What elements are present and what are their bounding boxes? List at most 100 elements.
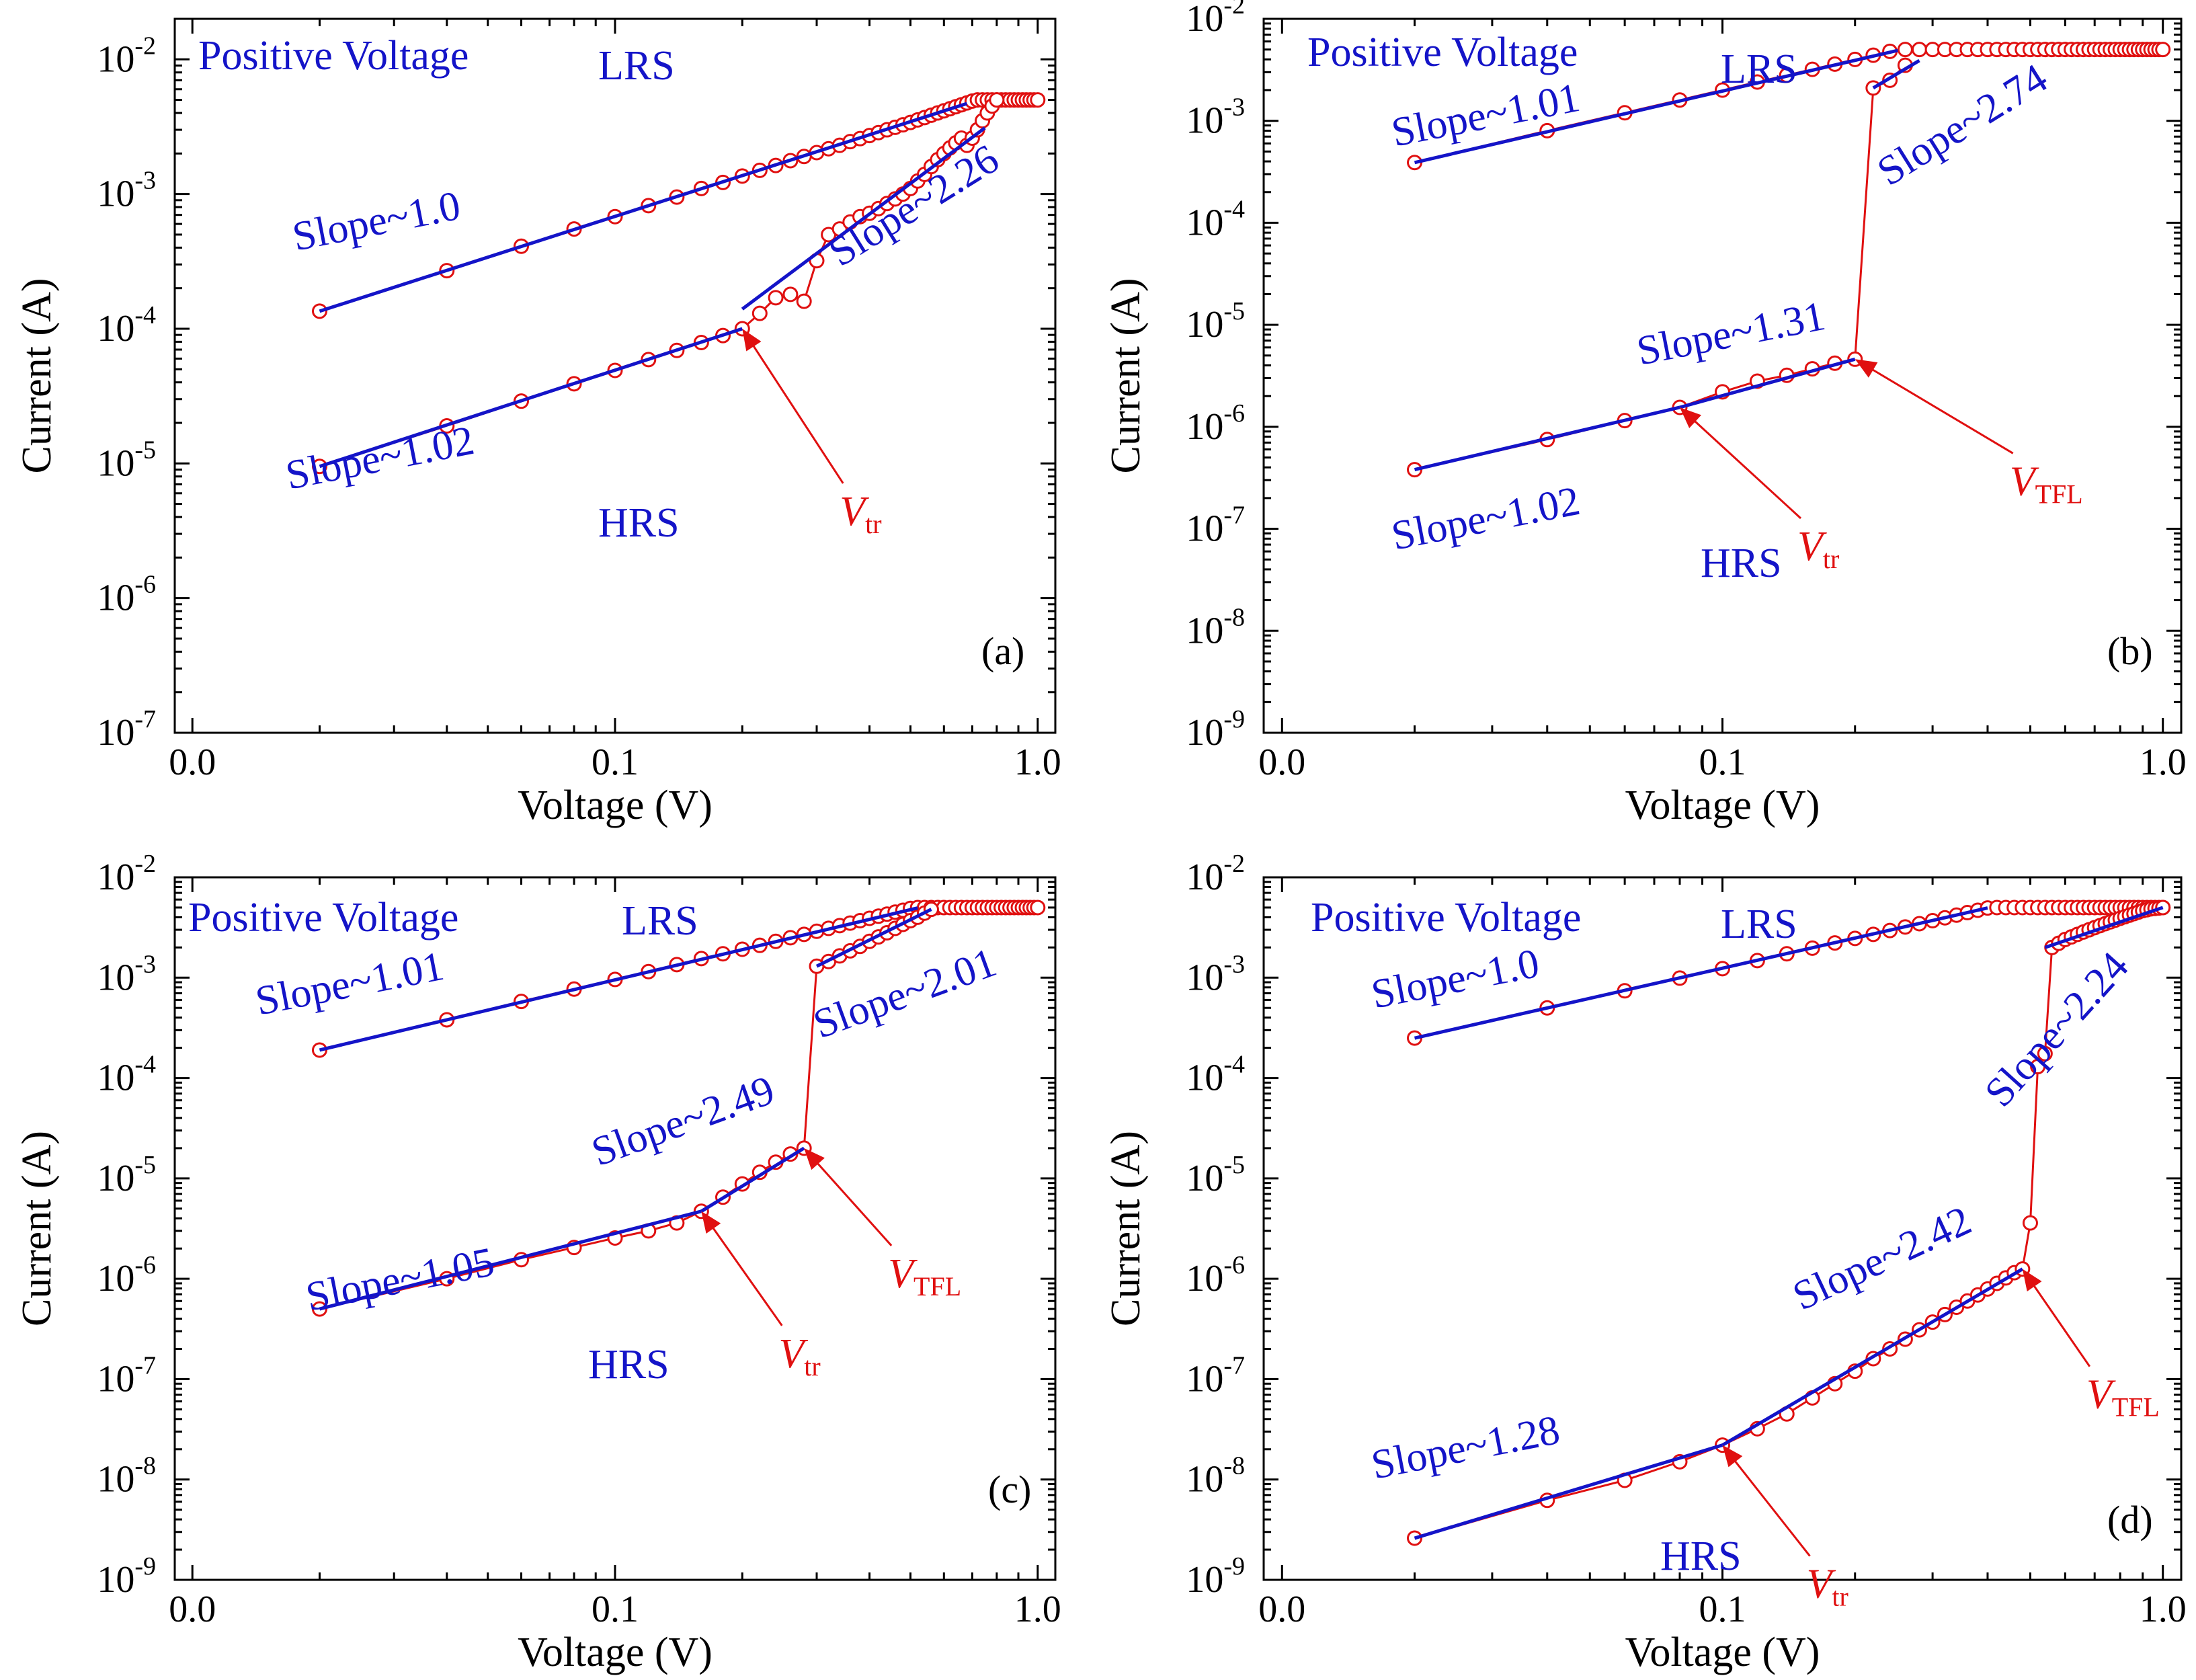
slope-label: Slope~1.01	[1388, 75, 1584, 156]
fit-line	[1414, 48, 1898, 165]
fit-line	[2044, 906, 2164, 949]
chart-panel-4: 10-9 10-8 10-7 10-6 10-5 10-4 10-3 10-2 0.0 0.1 1.…	[1103, 850, 2187, 1675]
chart-panel-3: 10-9 10-8 10-7 10-6 10-5 10-4 10-3 10-2 0.0 0.1 1.…	[14, 850, 1061, 1675]
voltage-annotation: Vtr	[778, 1331, 820, 1382]
fit-line	[1721, 1267, 2024, 1447]
slope-label: Slope~1.0	[1368, 941, 1543, 1018]
y-axis-title: Current (A)	[1103, 278, 1149, 474]
fit-line	[319, 102, 968, 313]
annotation-arrow	[810, 1155, 893, 1246]
y-tick-label: 10-8	[97, 1452, 156, 1501]
y-tick-label: 10-2	[97, 32, 156, 80]
x-tick-label: 1.0	[1014, 1589, 1061, 1630]
arrow-head-icon	[804, 1148, 825, 1170]
hrs-label: HRS	[588, 1342, 669, 1388]
slope-label: Slope~2.49	[586, 1067, 780, 1175]
annotation-arrow	[747, 337, 844, 484]
y-tick-label: 10-4	[1186, 195, 1245, 243]
x-axis-title: Voltage (V)	[1625, 1630, 1820, 1675]
y-tick-label: 10-8	[1186, 603, 1245, 651]
fit-line	[1414, 405, 1680, 472]
lrs-label: LRS	[598, 43, 675, 89]
y-tick-label: 10-6	[97, 1251, 156, 1299]
arrow-head-icon	[1680, 407, 1702, 428]
data-point-hrs	[2022, 1215, 2038, 1231]
x-tick-label: 0.0	[1258, 1589, 1305, 1630]
x-tick-label: 1.0	[2140, 742, 2187, 783]
voltage-annotation: VTFL	[2086, 1372, 2160, 1423]
x-tick-label: 0.0	[169, 1589, 216, 1630]
slope-label: Slope~1.31	[1633, 293, 1829, 374]
panel-label: (b)	[2107, 629, 2153, 673]
y-tick-label: 10-2	[97, 850, 156, 898]
fit-line	[741, 126, 986, 311]
x-tick-label: 1.0	[1014, 742, 1061, 783]
arrow-head-icon	[1855, 359, 1878, 378]
slope-label: Slope~2.24	[1976, 943, 2138, 1115]
fit-line	[700, 1146, 805, 1213]
x-tick-label: 0.0	[169, 742, 216, 783]
data-point-hrs	[989, 92, 1005, 108]
slope-label: Slope~1.01	[252, 943, 448, 1025]
data-point-lrs	[1897, 42, 1913, 58]
fit-line	[319, 906, 918, 1052]
lrs-label: LRS	[1721, 902, 1797, 947]
data-point-hrs	[796, 293, 812, 309]
x-tick-label: 0.0	[1258, 742, 1305, 783]
panel-label: (d)	[2107, 1498, 2153, 1542]
data-point-hrs	[2030, 1059, 2046, 1075]
slope-label: Slope~2.42	[1786, 1197, 1978, 1319]
x-axis-title: Voltage (V)	[1625, 783, 1820, 828]
y-axis-title: Current (A)	[14, 278, 60, 474]
data-point-hrs	[2037, 1045, 2053, 1062]
annotation-arrow	[1728, 1453, 1811, 1557]
x-axis-title: Voltage (V)	[518, 1630, 713, 1675]
arrow-head-icon	[701, 1211, 721, 1234]
y-tick-label: 10-9	[97, 1552, 156, 1601]
fit-line	[1679, 357, 1856, 409]
slope-label: Slope~1.05	[302, 1239, 498, 1320]
fit-line	[1414, 1443, 1723, 1540]
y-tick-label: 10-6	[97, 571, 156, 619]
y-tick-label: 10-5	[1186, 297, 1245, 346]
voltage-annotation: Vtr	[1807, 1562, 1848, 1612]
y-tick-label: 10-7	[97, 1351, 156, 1400]
arrow-head-icon	[2022, 1269, 2042, 1291]
polarity-label: Positive Voltage	[1307, 30, 1578, 75]
y-tick-label: 10-8	[1186, 1452, 1245, 1501]
data-point-lrs	[1030, 899, 1046, 916]
y-tick-label: 10-5	[97, 436, 156, 484]
voltage-annotation: Vtr	[1797, 524, 1839, 574]
y-tick-label: 10-6	[1186, 399, 1245, 448]
data-point-hrs	[751, 305, 768, 321]
y-tick-label: 10-2	[1186, 0, 1245, 40]
arrow-head-icon	[1722, 1445, 1743, 1468]
slope-label: Slope~1.02	[1388, 478, 1584, 559]
chart-panel-2: 10-9 10-8 10-7 10-6 10-5 10-4 10-3 10-2 0.0 0.1 1.…	[1103, 0, 2187, 828]
data-point-lrs	[1030, 92, 1046, 108]
polarity-label: Positive Voltage	[1311, 895, 1581, 941]
y-tick-label: 10-7	[97, 705, 156, 754]
x-tick-label: 0.1	[592, 742, 639, 783]
fit-line	[319, 327, 743, 469]
data-point-hrs	[782, 286, 799, 303]
fit-line	[1414, 906, 1988, 1040]
y-tick-label: 10-4	[1186, 1051, 1245, 1099]
lrs-label: LRS	[622, 898, 698, 944]
y-tick-label: 10-9	[1186, 705, 1245, 754]
arrow-head-icon	[742, 328, 762, 352]
x-tick-label: 0.1	[1699, 742, 1746, 783]
panel-label: (a)	[981, 629, 1024, 673]
chart-panel-1: 10-7 10-6 10-5 10-4 10-3 10-2 0.0 0.1 1.0 Voltage…	[14, 17, 1061, 828]
y-tick-label: 10-3	[1186, 950, 1245, 998]
y-tick-label: 10-7	[1186, 502, 1245, 550]
slope-label: Slope~1.0	[289, 183, 464, 260]
y-tick-label: 10-9	[1186, 1552, 1245, 1601]
hrs-label: HRS	[1701, 541, 1782, 586]
x-tick-label: 1.0	[2140, 1589, 2187, 1630]
y-tick-label: 10-3	[97, 167, 156, 215]
series-line-hrs	[319, 99, 998, 468]
annotation-arrow	[2027, 1277, 2091, 1367]
slope-label: Slope~1.28	[1368, 1407, 1563, 1488]
